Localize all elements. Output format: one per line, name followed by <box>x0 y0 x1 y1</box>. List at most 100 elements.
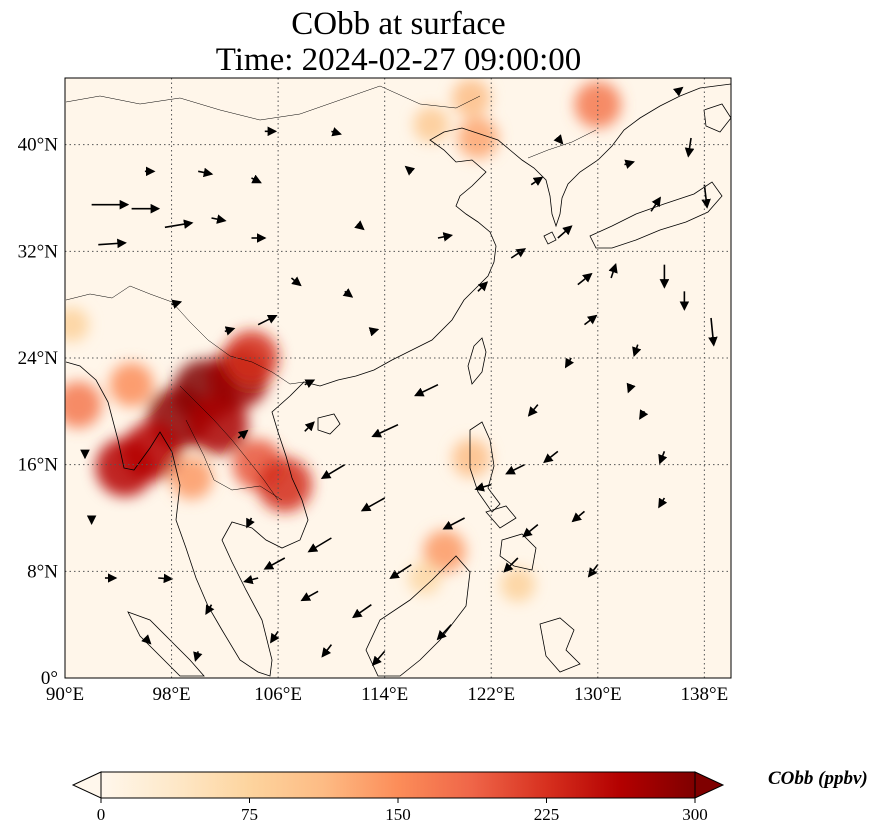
colorbar-extend-max <box>694 771 725 799</box>
plume-blob <box>109 362 154 407</box>
wind-arrow <box>246 517 255 529</box>
wind-arrow <box>510 248 527 259</box>
colorbar-tick-label: 0 <box>97 805 106 824</box>
wind-arrow <box>708 317 718 347</box>
lat-tick-label: 8°N <box>27 561 58 582</box>
wind-arrow <box>583 314 598 326</box>
lat-tick-label: 24°N <box>18 348 59 369</box>
longitude-tick-labels: 90°E 98°E 106°E 114°E 122°E 130°E 138°E <box>46 684 728 705</box>
coastline-visayas <box>485 505 517 529</box>
wind-arrow <box>211 214 227 224</box>
wind-arrow <box>414 383 439 397</box>
wind-arrow <box>243 574 259 585</box>
wind-arrow <box>307 537 332 553</box>
coastline-kyushu-honshu <box>589 181 723 249</box>
wind-arrow <box>658 497 668 509</box>
coastline-borneo <box>365 555 471 677</box>
colorbar-label: CObb (ppbv) <box>768 768 868 789</box>
coastlines <box>65 83 731 677</box>
colorbar-extend-min <box>71 771 102 799</box>
wind-arrow <box>442 517 465 530</box>
wind-arrow <box>354 220 365 231</box>
wind-arrow <box>571 510 585 523</box>
wind-arrow <box>158 573 174 584</box>
border-china-south <box>65 285 305 385</box>
lon-tick-label: 130°E <box>574 684 622 705</box>
plume-blob <box>170 456 213 500</box>
lat-tick-label: 32°N <box>18 241 59 262</box>
plume-blob <box>451 78 491 118</box>
wind-arrow <box>701 184 711 209</box>
wind-arrow <box>290 276 302 287</box>
plume-blob <box>95 438 155 497</box>
plume-blob <box>451 438 491 478</box>
border-thai-laos <box>185 419 283 501</box>
wind-arrow <box>251 174 262 184</box>
lon-tick-label: 90°E <box>46 684 84 705</box>
colorbar-tick-label: 225 <box>534 805 560 824</box>
wind-arrow <box>270 630 280 644</box>
wind-arrow <box>224 326 236 336</box>
wind-arrow <box>331 127 342 137</box>
plume-blob <box>257 457 313 512</box>
wind-arrow <box>672 86 684 97</box>
plume-blob <box>500 567 536 603</box>
lon-tick-label: 114°E <box>361 684 408 705</box>
border-korea <box>527 129 597 159</box>
wind-arrow <box>321 644 333 658</box>
coastline-korea-jeju <box>543 231 557 245</box>
coastline-luzon <box>469 421 501 513</box>
colorbar-tick-label: 300 <box>682 805 708 824</box>
plume-blob <box>457 117 499 159</box>
coastline-mindanao <box>499 533 537 571</box>
map-title: CObb at surface <box>291 6 506 42</box>
wind-arrow <box>205 604 215 616</box>
wind-arrow <box>684 137 695 158</box>
coastline-hokkaido <box>703 103 731 133</box>
lon-tick-label: 138°E <box>681 684 729 705</box>
wind-arrow <box>404 165 416 176</box>
wind-arrow <box>624 159 635 169</box>
colorbar-body <box>100 771 696 799</box>
wind-arrow <box>304 421 315 432</box>
lat-tick-label: 16°N <box>18 455 59 476</box>
wind-arrow <box>437 232 454 242</box>
border-mongolia <box>65 85 481 121</box>
coastline-sulawesi <box>539 617 581 673</box>
lon-tick-label: 122°E <box>467 684 515 705</box>
wind-vectors <box>80 86 718 667</box>
wind-arrow <box>530 176 544 186</box>
wind-arrow <box>557 225 573 239</box>
wind-arrow <box>300 590 319 602</box>
lat-tick-label: 40°N <box>18 135 59 156</box>
wind-arrow <box>198 167 214 178</box>
lon-tick-label: 98°E <box>152 684 190 705</box>
wind-arrow <box>304 379 316 389</box>
plume-blob <box>407 561 442 595</box>
wind-arrow <box>342 288 354 298</box>
concentration-field <box>65 78 622 603</box>
wind-arrow <box>389 563 412 580</box>
wind-arrow <box>608 262 618 279</box>
border-indochina <box>179 385 279 501</box>
wind-arrow <box>658 451 668 465</box>
wind-arrow <box>543 450 559 464</box>
colorbar-tick-label: 75 <box>241 805 258 824</box>
wind-arrow <box>503 557 519 573</box>
coastline-taiwan <box>467 337 487 385</box>
wind-arrow <box>477 281 489 292</box>
plume-blob <box>65 307 89 342</box>
wind-arrow <box>368 327 380 337</box>
wind-arrow <box>436 624 452 641</box>
wind-arrow <box>193 651 203 662</box>
wind-arrow <box>505 463 525 475</box>
plume-blob <box>574 81 622 128</box>
wind-arrow <box>171 299 183 309</box>
wind-arrow <box>474 482 492 492</box>
wind-arrow <box>577 272 593 286</box>
wind-arrow <box>626 382 636 394</box>
wind-arrow <box>237 429 249 440</box>
wind-arrow <box>360 497 386 512</box>
country-borders <box>65 85 597 501</box>
